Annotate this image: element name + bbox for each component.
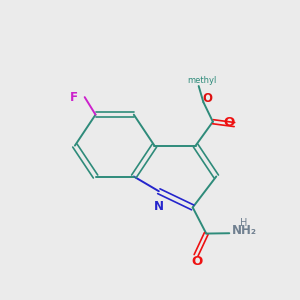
Text: H: H [240, 218, 247, 228]
Text: O: O [224, 116, 235, 129]
Text: NH₂: NH₂ [232, 224, 256, 237]
Text: O: O [202, 92, 212, 105]
Text: methyl: methyl [187, 76, 216, 85]
Text: N: N [154, 200, 164, 213]
Text: O: O [192, 255, 203, 268]
Text: F: F [70, 91, 77, 103]
